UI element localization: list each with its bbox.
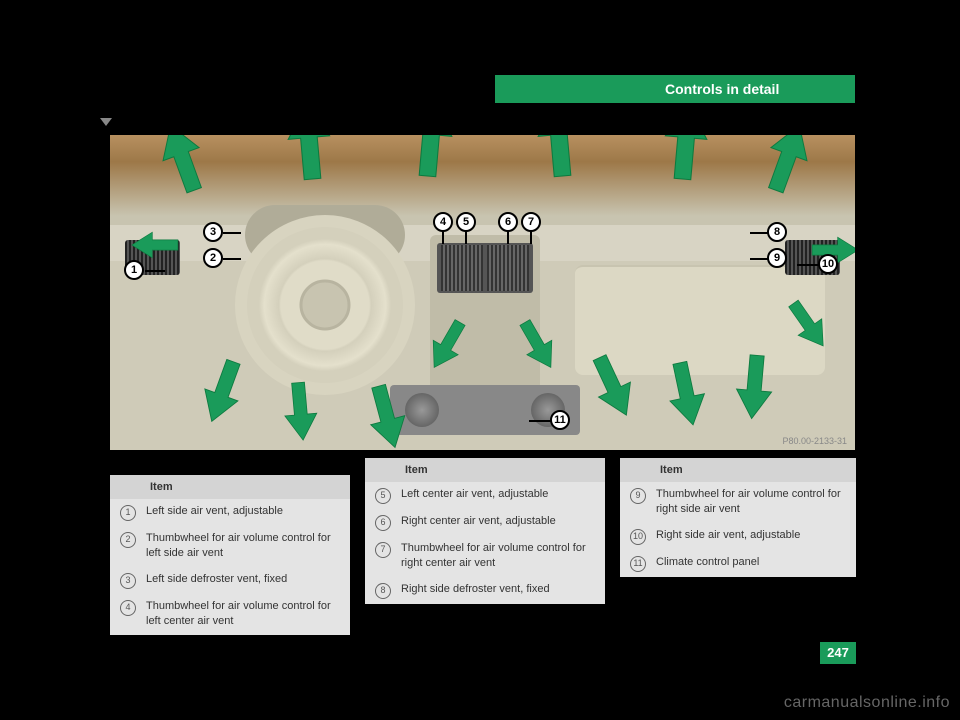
legend-text: Left side defroster vent, fixed [146,572,287,587]
dashboard-top [110,135,855,225]
callout-line [529,420,551,422]
callout-4: 4 [433,212,453,232]
manual-page: Controls in detail 1234567891011 P80.00-… [0,0,960,720]
legend-row: 8 Right side defroster vent, fixed [365,577,605,604]
callout-line [145,270,165,272]
legend-text: Thumbwheel for air volume control for ri… [656,487,846,518]
center-air-vents [437,243,533,293]
legend-header: Item [620,458,856,482]
callout-line [465,230,467,244]
legend-row: 11 Climate control panel [620,550,856,577]
callout-line [507,230,509,244]
legend-text: Thumbwheel for air volume control for le… [146,599,340,630]
legend-row: 1 Left side air vent, adjustable [110,499,350,526]
legend-rows: 1 Left side air vent, adjustable 2 Thumbwhe… [110,499,350,635]
legend-row: 10 Right side air vent, adjustable [620,523,856,550]
legend-text: Climate control panel [656,555,759,570]
legend-row: 2 Thumbwheel for air volume control for l… [110,526,350,567]
callout-line [750,232,768,234]
callout-6: 6 [498,212,518,232]
legend-number-icon: 1 [120,505,136,521]
legend-rows: 5 Left center air vent, adjustable 6 Right … [365,482,605,604]
legend-rows: 9 Thumbwheel for air volume control for r… [620,482,856,577]
callout-7: 7 [521,212,541,232]
legend-text: Right side defroster vent, fixed [401,582,550,597]
legend-table-2: Item 5Left center air vent, adjustable6R… [365,458,605,604]
legend-text: Left side air vent, adjustable [146,504,283,519]
callout-1: 1 [124,260,144,280]
callout-10: 10 [818,254,838,274]
legend-row: 6 Right center air vent, adjustable [365,509,605,536]
legend-number-icon: 9 [630,488,646,504]
legend-number-icon: 8 [375,583,391,599]
legend-row: 5 Left center air vent, adjustable [365,482,605,509]
section-marker-icon [100,118,112,126]
legend-number-icon: 10 [630,529,646,545]
image-code: P80.00-2133-31 [782,436,847,446]
legend-number-icon: 2 [120,532,136,548]
legend-header: Item [365,458,605,482]
legend-number-icon: 3 [120,573,136,589]
callout-11: 11 [550,410,570,430]
callout-2: 2 [203,248,223,268]
steering-wheel [235,215,415,395]
legend-table-3: Item 9 Thumbwheel for air volume control … [620,458,856,577]
legend-number-icon: 6 [375,515,391,531]
watermark: carmanualsonline.info [784,694,950,712]
legend-text: Left center air vent, adjustable [401,487,548,502]
callout-line [223,232,241,234]
legend-text: Thumbwheel for air volume control for ri… [401,541,595,572]
section-header: Controls in detail [495,75,855,103]
legend-row: 7 Thumbwheel for air volume control for r… [365,536,605,577]
legend-row: 3 Left side defroster vent, fixed [110,567,350,594]
legend-number-icon: 5 [375,488,391,504]
climate-control-panel [390,385,580,435]
glovebox [575,265,825,375]
page-number: 247 [820,642,856,664]
legend-text: Right center air vent, adjustable [401,514,556,529]
legend-row: 4 Thumbwheel for air volume control for l… [110,594,350,635]
legend-number-icon: 4 [120,600,136,616]
legend-row: 9 Thumbwheel for air volume control for r… [620,482,856,523]
legend-header: Item [110,475,350,499]
callout-line [750,258,768,260]
callout-9: 9 [767,248,787,268]
legend-text: Thumbwheel for air volume control for le… [146,531,340,562]
callout-line [442,230,444,244]
callout-line [530,230,532,244]
callout-8: 8 [767,222,787,242]
callout-3: 3 [203,222,223,242]
callout-line [223,258,241,260]
legend-text: Right side air vent, adjustable [656,528,800,543]
legend-number-icon: 11 [630,556,646,572]
callout-line [797,264,819,266]
legend-number-icon: 7 [375,542,391,558]
callout-5: 5 [456,212,476,232]
legend-table-1: Item 1 Left side air vent, adjustable 2 Thu… [110,475,350,635]
air-vent-diagram: 1234567891011 P80.00-2133-31 [110,135,855,450]
